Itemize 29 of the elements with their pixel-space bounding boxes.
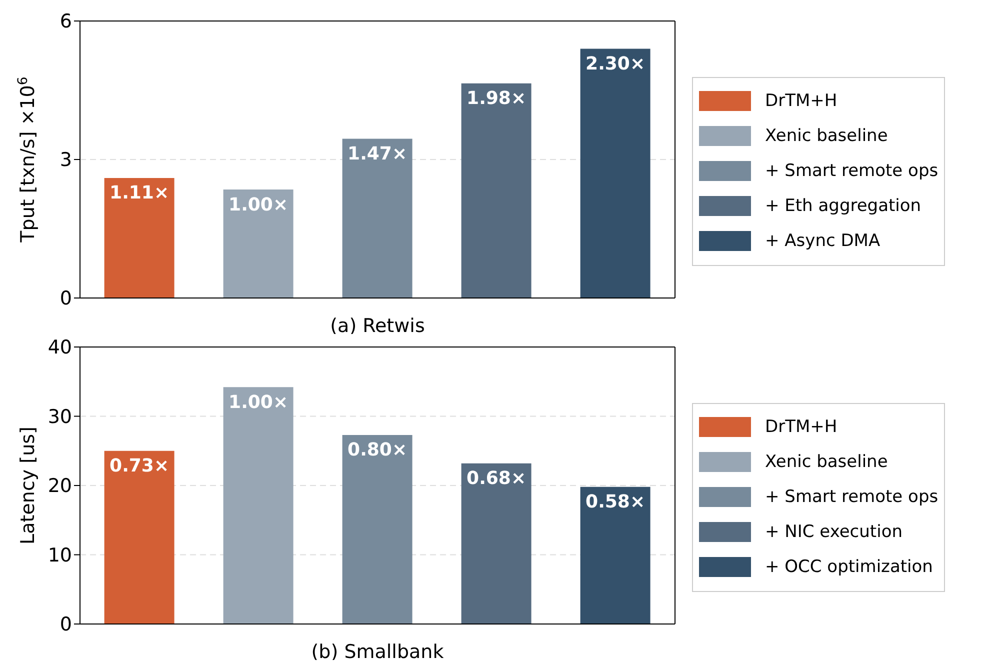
legend-label: Xenic baseline: [765, 452, 888, 472]
annotation: 0.73×: [110, 456, 170, 477]
annotation: 0.58×: [586, 492, 646, 513]
y-tick-label: 0: [60, 288, 72, 310]
y-tick-label: 20: [48, 475, 72, 498]
annotation: 0.80×: [348, 440, 408, 461]
annotation: 0.68×: [466, 468, 526, 490]
y-tick-label: 6: [60, 10, 72, 33]
legend-label: + Async DMA: [765, 231, 880, 251]
legend-label: + NIC execution: [765, 522, 902, 542]
legend-label: Xenic baseline: [765, 126, 888, 146]
y-tick-label: 30: [48, 406, 72, 428]
y-tick-label: 40: [48, 336, 72, 359]
legend-label: + Eth aggregation: [765, 196, 922, 216]
legend-label: + OCC optimization: [765, 557, 933, 577]
y-axis-title: Latency [us]: [17, 426, 39, 544]
annotation: 1.98×: [466, 88, 526, 110]
legend-label: + Smart remote ops: [765, 161, 938, 181]
legend-label: DrTM+H: [765, 91, 838, 111]
annotation: 1.00×: [228, 194, 288, 216]
legend-label: + Smart remote ops: [765, 487, 938, 507]
annotation: 1.00×: [228, 392, 288, 413]
y-tick-label: 3: [60, 149, 72, 172]
y-tick-label: 0: [60, 614, 72, 636]
annotation: 1.11×: [110, 182, 170, 204]
annotation: 1.47×: [348, 144, 408, 165]
y-tick-label: 10: [48, 544, 72, 566]
annotation: 2.30×: [586, 53, 646, 74]
legend-label: DrTM+H: [765, 417, 838, 437]
